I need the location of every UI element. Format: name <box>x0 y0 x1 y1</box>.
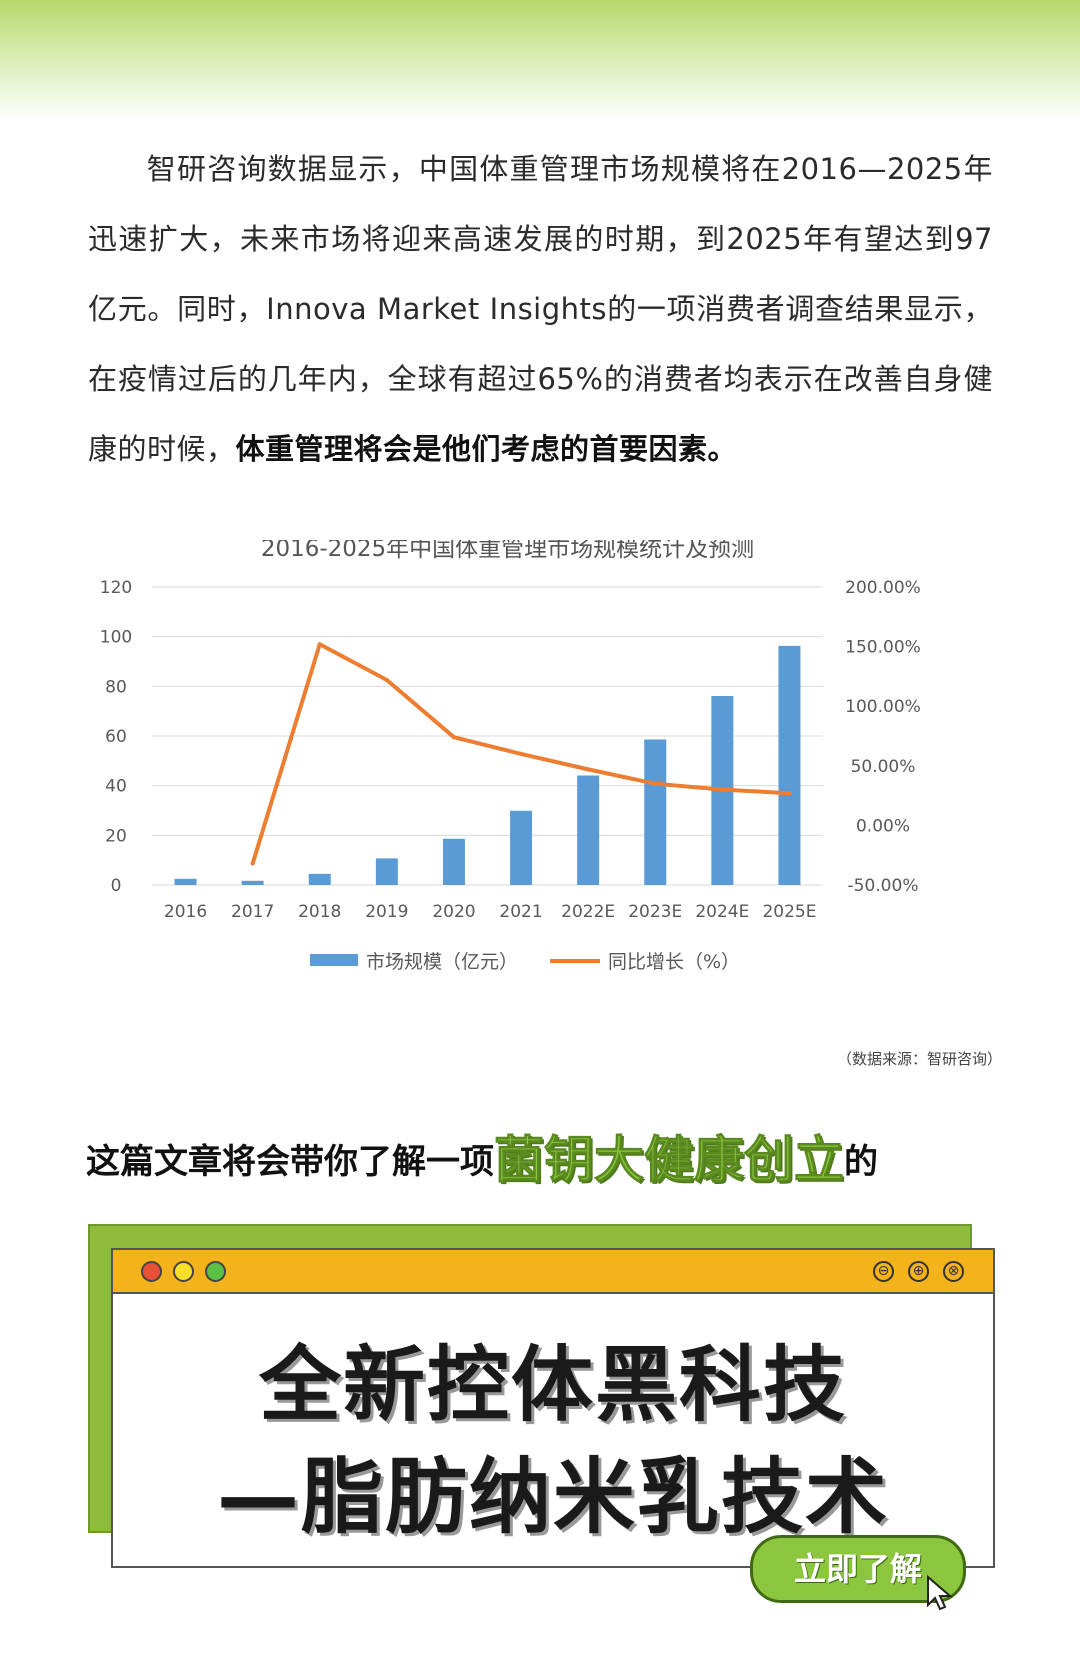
window-title-bar: ⊖ ⊕ ⊗ <box>113 1250 993 1294</box>
promo-window-card: ⊖ ⊕ ⊗ 全新控体黑科技 —脂肪纳米乳技术 <box>111 1248 995 1568</box>
bar-2025E <box>778 645 801 885</box>
window-maximize-dot <box>205 1261 226 1282</box>
growth-point <box>519 751 524 756</box>
headline-before: 这篇文章将会带你了解一项 <box>86 1142 494 1182</box>
growth-point <box>787 791 792 796</box>
close-icon: ⊗ <box>943 1261 964 1282</box>
window-minimize-dot <box>173 1261 194 1282</box>
right-axis-tick-label: 150.00% <box>845 638 921 658</box>
x-axis-tick-label: 2018 <box>298 902 341 922</box>
left-axis-tick-label: 100 <box>100 628 132 648</box>
headline: 这篇文章将会带你了解一项菌钥大健康创立的 <box>86 1120 1006 1200</box>
chart-title: 2016-2025年中国体重管理市场规模统计及预测 <box>261 540 754 562</box>
growth-point <box>250 861 255 866</box>
growth-point <box>586 767 591 772</box>
left-axis-tick-label: 0 <box>111 876 122 896</box>
x-axis-tick-label: 2021 <box>499 902 542 922</box>
left-axis-tick-label: 80 <box>105 677 127 697</box>
bar-2019 <box>375 858 398 885</box>
right-axis-tick-label: 200.00% <box>845 578 921 598</box>
x-axis-tick-label: 2019 <box>365 902 408 922</box>
headline-highlight: 菌钥大健康创立 <box>494 1131 845 1190</box>
bar-2023E <box>644 739 667 885</box>
x-axis-tick-label: 2022E <box>561 902 615 922</box>
source-note: （数据来源：智研咨询） <box>836 1050 1002 1068</box>
intro-paragraph: 智研咨询数据显示，中国体重管理市场规模将在2016—2025年迅速扩大，未来市场… <box>88 134 993 484</box>
growth-point <box>653 781 658 786</box>
bar-2016 <box>174 878 197 885</box>
cursor-pointer-icon <box>927 1575 953 1611</box>
legend-line-label: 同比增长（%） <box>608 951 740 973</box>
growth-point <box>384 677 389 682</box>
top-gradient-band <box>0 0 1080 120</box>
x-axis-tick-label: 2024E <box>695 902 749 922</box>
growth-point <box>720 787 725 792</box>
bar-2017 <box>241 880 264 885</box>
window-close-dot <box>141 1261 162 1282</box>
headline-after: 的 <box>844 1142 878 1182</box>
left-axis-tick-label: 40 <box>105 777 127 797</box>
growth-point <box>317 642 322 647</box>
right-axis-tick-label: -50.00% <box>848 876 919 896</box>
maximize-icon: ⊕ <box>908 1261 929 1282</box>
x-axis-tick-label: 2016 <box>164 902 207 922</box>
bar-2018 <box>308 873 331 885</box>
legend-bar-label: 市场规模（亿元） <box>366 951 518 973</box>
market-size-chart: 2016-2025年中国体重管理市场规模统计及预测 0 20 40 60 80 100 120… <box>88 540 1008 1080</box>
right-axis-tick-label: 50.00% <box>851 757 916 777</box>
right-axis-tick-label: 100.00% <box>845 697 921 717</box>
learn-more-button[interactable]: 立即了解 <box>750 1535 966 1603</box>
card-title-line1: 全新控体黑科技 <box>257 1337 847 1435</box>
intro-bold-text: 体重管理将会是他们考虑的首要因素。 <box>235 432 738 466</box>
bar-2020 <box>442 838 465 885</box>
chart-svg: 2016-2025年中国体重管理市场规模统计及预测 0 20 40 60 80 100 120… <box>100 540 921 973</box>
x-axis-tick-label: 2025E <box>762 902 816 922</box>
left-axis-tick-label: 120 <box>100 578 132 598</box>
bar-2022E <box>577 775 600 885</box>
intro-text: 智研咨询数据显示，中国体重管理市场规模将在2016—2025年迅速扩大，未来市场… <box>88 152 993 466</box>
x-axis-tick-label: 2023E <box>628 902 682 922</box>
x-axis-tick-label: 2020 <box>432 902 475 922</box>
x-axis-tick-label: 2017 <box>231 902 274 922</box>
left-axis-tick-label: 20 <box>105 826 127 846</box>
card-title-line2: —脂肪纳米乳技术 <box>215 1449 889 1547</box>
growth-point <box>451 735 456 740</box>
right-axis-tick-label: 0.00% <box>856 816 910 836</box>
left-axis-tick-label: 60 <box>105 727 127 747</box>
bar-2021 <box>510 810 533 885</box>
legend-bar-swatch <box>310 954 358 966</box>
minimize-icon: ⊖ <box>873 1261 894 1282</box>
